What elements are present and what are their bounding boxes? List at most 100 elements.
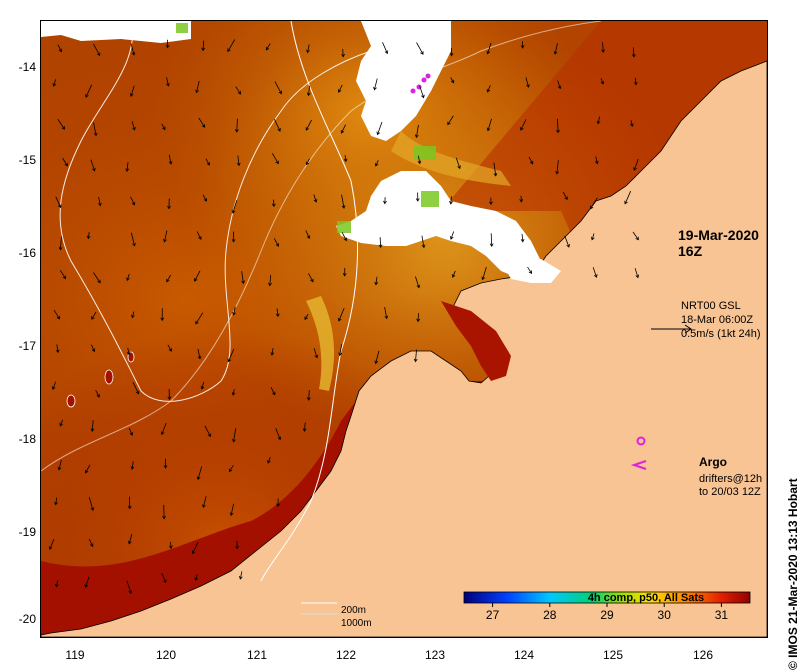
current-vector <box>204 425 211 437</box>
current-vector <box>554 43 558 55</box>
current-vector-head <box>132 242 136 247</box>
current-vector-head <box>529 160 534 165</box>
current-vector <box>166 77 169 86</box>
current-vector-head <box>416 284 421 289</box>
current-vector-head <box>86 235 91 240</box>
x-axis-label: 120 <box>155 648 177 662</box>
current-vector <box>417 313 419 322</box>
current-vector <box>313 348 318 358</box>
current-vector <box>276 308 279 317</box>
current-vector <box>236 118 238 133</box>
current-vector <box>95 390 100 398</box>
current-vector-head <box>271 203 276 208</box>
current-vector-head <box>457 165 461 170</box>
current-vector-head <box>236 162 241 167</box>
current-vector <box>194 270 201 282</box>
sst-map[interactable]: 27 28 29 30 31 19-Mar-2020 16Z NRT00 GSL 18-… <box>40 20 768 638</box>
colorbar-tick-label: 28 <box>543 608 557 622</box>
x-axis-label: 121 <box>246 648 268 662</box>
current-vector-head <box>635 236 639 241</box>
current-vector-head <box>566 243 570 248</box>
current-vector <box>197 466 203 480</box>
current-vector-head <box>228 468 233 473</box>
current-vector-head <box>600 80 605 85</box>
current-vector-head <box>98 202 102 207</box>
current-vector <box>55 580 58 587</box>
current-vector <box>341 124 346 134</box>
current-vector <box>195 574 198 581</box>
current-vector <box>53 79 57 87</box>
current-vector-head <box>276 503 280 508</box>
current-vector <box>482 267 487 280</box>
current-vector <box>450 196 452 204</box>
x-axis-label: 124 <box>513 648 535 662</box>
current-vector <box>164 230 168 242</box>
current-vector-head <box>486 88 491 93</box>
current-vector <box>196 80 200 93</box>
islands <box>66 351 135 408</box>
current-vector-head <box>167 396 172 401</box>
current-vector-head <box>374 360 379 365</box>
current-vector <box>382 42 388 54</box>
current-vector-head <box>376 131 381 136</box>
current-vector-head <box>635 274 640 279</box>
current-vector-head <box>277 128 281 132</box>
current-vector <box>59 269 66 279</box>
current-vector-head <box>449 236 454 240</box>
current-vector <box>630 120 633 127</box>
current-vector-head <box>337 317 342 322</box>
current-vector-head <box>341 53 345 58</box>
current-vector-head <box>163 465 168 469</box>
current-vector-head <box>450 79 455 84</box>
current-vector-head <box>235 545 239 550</box>
current-vector <box>415 349 417 362</box>
current-vector <box>52 381 57 390</box>
current-vector <box>493 162 497 176</box>
current-vector <box>602 42 604 53</box>
current-vector-head <box>196 476 201 481</box>
current-vector-head <box>56 315 60 320</box>
current-vector-head <box>127 540 132 545</box>
current-vector <box>128 428 133 436</box>
current-vector-head <box>265 46 270 51</box>
current-vector <box>93 122 97 136</box>
current-vector-head <box>97 279 101 284</box>
current-vector-head <box>267 459 271 464</box>
current-vector <box>375 276 378 285</box>
current-vector <box>304 422 306 432</box>
current-vector-head <box>481 276 486 281</box>
current-vector-head <box>519 199 524 203</box>
current-vector <box>87 232 90 239</box>
current-vector-head <box>126 351 131 356</box>
current-vector-head <box>270 352 275 356</box>
contour-scale: 200m 1000m <box>341 604 372 630</box>
current-vector <box>269 274 272 286</box>
current-vector <box>341 194 345 209</box>
current-vector-head <box>167 205 171 210</box>
current-vector-head <box>384 315 389 320</box>
current-vector-head <box>92 167 96 172</box>
current-vector <box>166 274 172 282</box>
current-vector-head <box>306 92 311 97</box>
y-axis-label: -17 <box>18 339 36 353</box>
current-vector-head <box>162 126 166 131</box>
current-vector <box>131 311 135 318</box>
colorbar-ticks: 27 28 29 30 31 <box>486 603 728 622</box>
current-vector <box>419 85 425 98</box>
current-vector-head <box>195 320 199 325</box>
current-vector <box>90 159 95 172</box>
current-vector-head <box>238 576 243 580</box>
current-vector-head <box>58 204 62 209</box>
current-vector <box>130 85 135 97</box>
current-vector-head <box>51 386 56 391</box>
current-vector-head <box>421 94 425 99</box>
argo-legend-icon <box>636 436 646 446</box>
current-vector-head <box>593 274 598 278</box>
current-vector <box>632 47 635 57</box>
sst-map-canvas: 27 28 29 30 31 <box>41 21 767 637</box>
current-vector <box>202 496 207 508</box>
current-vector <box>130 232 135 246</box>
current-vector-head <box>229 512 234 517</box>
current-vector-head <box>526 84 530 88</box>
current-vector <box>377 121 383 135</box>
